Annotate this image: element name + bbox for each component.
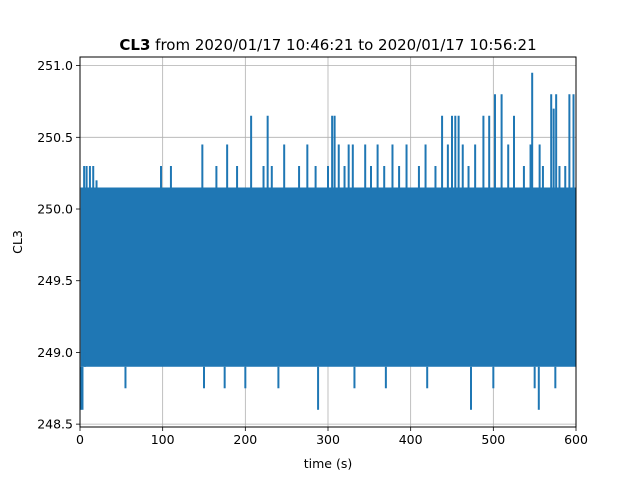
x-tick-label: 200 — [233, 432, 257, 447]
x-tick-label: 400 — [399, 432, 423, 447]
y-tick-label: 249.5 — [37, 273, 73, 288]
series-band — [80, 187, 576, 367]
y-axis-label: CL3 — [10, 230, 25, 254]
y-tick-label: 250.0 — [37, 202, 73, 217]
x-tick-label: 600 — [564, 432, 588, 447]
x-axis-label: time (s) — [304, 456, 352, 471]
chart-title-rest: from 2020/01/17 10:46:21 to 2020/01/17 1… — [150, 36, 536, 54]
x-tick-label: 100 — [151, 432, 175, 447]
x-axis: 0 100 200 300 400 500 600 — [76, 427, 588, 447]
y-tick-label: 250.5 — [37, 130, 73, 145]
x-tick-label: 500 — [481, 432, 505, 447]
plot-area — [80, 72, 576, 410]
chart-title: CL3 from 2020/01/17 10:46:21 to 2020/01/… — [119, 36, 536, 54]
y-tick-label: 249.0 — [37, 345, 73, 360]
series-group — [80, 72, 576, 410]
chart-title-bold: CL3 — [119, 36, 150, 54]
y-tick-label: 248.5 — [37, 417, 73, 432]
y-axis: 248.5 249.0 249.5 250.0 250.5 251.0 — [37, 58, 80, 432]
x-tick-label: 0 — [76, 432, 84, 447]
y-tick-label: 251.0 — [37, 58, 73, 73]
x-tick-label: 300 — [316, 432, 340, 447]
